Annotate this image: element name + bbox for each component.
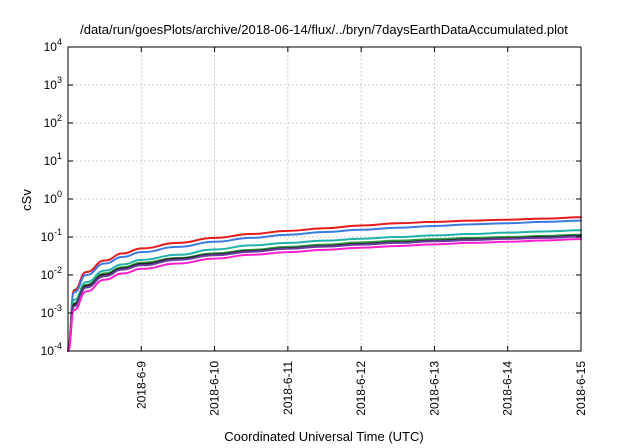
series-line-7 [67,235,582,352]
series-line-8 [67,238,582,352]
y-tick-label: 10-4 [41,341,62,358]
x-tick-label: 2018-6-15 [574,361,588,416]
plot-area [67,216,582,352]
x-tick-label: 2018-6-9 [134,361,148,409]
y-tick-label: 10-2 [41,265,62,282]
series-line-1 [67,216,582,349]
y-tick-label: 102 [44,113,62,130]
series-line-2 [67,219,582,352]
chart-title: /data/run/goesPlots/archive/2018-06-14/f… [80,22,568,37]
y-tick-label: 101 [44,151,62,168]
y-tick-label: 10-1 [41,227,62,244]
series-line-3 [67,229,582,352]
x-tick-label: 2018-6-14 [501,361,515,416]
series-line-4 [67,233,582,352]
axes: 10-4 10-3 10-2 10-1 100 101 102 103 104 2018-6-9 2… [41,37,588,416]
y-tick-label: 104 [44,37,62,54]
x-tick-label: 2018-6-12 [354,361,368,416]
y-tick-label: 103 [44,75,62,92]
x-tick-label: 2018-6-13 [427,361,441,416]
x-axis-label: Coordinated Universal Time (UTC) [224,429,423,444]
grid [68,47,581,351]
y-tick-label: 10-3 [41,303,62,320]
y-tick-label: 100 [44,189,62,206]
x-tick-label: 2018-6-10 [208,361,222,416]
y-axis-label: cSv [19,189,34,211]
x-tick-label: 2018-6-11 [281,361,295,415]
